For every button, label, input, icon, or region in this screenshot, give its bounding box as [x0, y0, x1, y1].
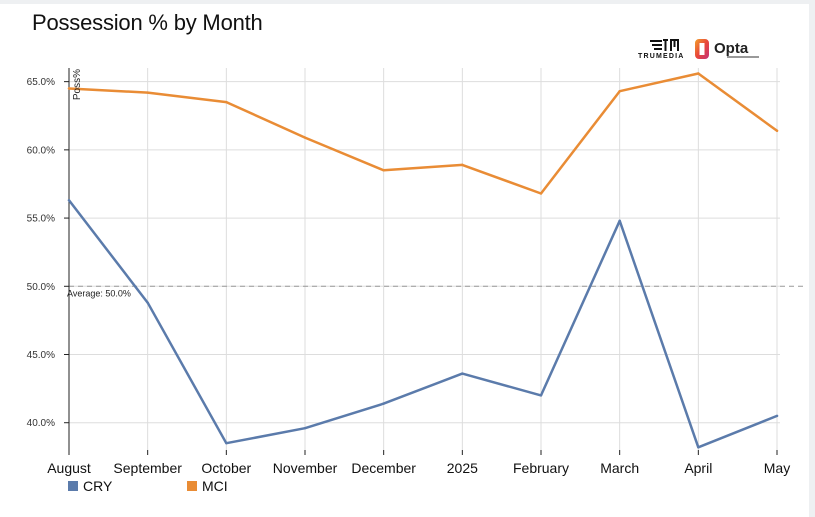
- data-point-mci: [303, 136, 307, 139]
- data-point-cry: [67, 199, 71, 202]
- data-point-mci: [225, 100, 228, 104]
- legend-label-mci: MCI: [202, 478, 228, 494]
- series-line-cry: [67, 199, 779, 449]
- data-point-mci: [461, 163, 464, 167]
- y-tick-label: 40.0%: [27, 418, 55, 429]
- data-point-mci: [382, 169, 385, 172]
- y-tick-label: 45.0%: [27, 350, 55, 361]
- data-point-mci: [697, 72, 700, 75]
- data-point-mci: [775, 129, 779, 132]
- data-point-cry: [775, 414, 779, 418]
- y-tick-label: 50.0%: [27, 282, 55, 293]
- x-tick-label: February: [513, 460, 569, 476]
- grid-layer: [68, 68, 805, 450]
- opta-logo-icon: [695, 39, 709, 59]
- legend-swatch-cry: [68, 481, 78, 491]
- label-layer: August September October November December 20…: [27, 69, 791, 476]
- data-point-cry: [225, 441, 228, 445]
- data-point-cry: [303, 426, 307, 430]
- data-point-cry: [618, 219, 621, 222]
- x-tick-label: December: [351, 460, 416, 476]
- x-tick-label: March: [600, 460, 639, 476]
- trumedia-logo-text: TRUMEDIA: [638, 53, 685, 60]
- x-tick-label: April: [684, 460, 712, 476]
- chart-title: Possession % by Month: [32, 10, 263, 35]
- data-point-cry: [461, 372, 464, 375]
- opta-logo-subline: [727, 56, 759, 58]
- data-point-mci: [67, 87, 71, 90]
- data-point-cry: [697, 446, 700, 449]
- legend-swatch-mci: [187, 481, 197, 491]
- opta-logo-text: Opta: [714, 40, 749, 57]
- data-point-cry: [539, 394, 543, 397]
- x-tick-label: October: [201, 460, 251, 476]
- x-tick-label: 2025: [447, 460, 478, 476]
- y-tick-label: 55.0%: [27, 214, 55, 225]
- data-point-cry: [382, 402, 385, 405]
- data-point-cry: [146, 301, 149, 304]
- y-axis-title: Poss%: [72, 69, 83, 100]
- x-tick-label: August: [47, 460, 91, 476]
- data-point-mci: [146, 91, 149, 94]
- x-tick-label: September: [113, 460, 182, 476]
- data-point-mci: [618, 89, 621, 93]
- data-point-mci: [539, 192, 543, 195]
- logos: TRUMEDIA Opta: [638, 36, 768, 66]
- average-label: Average: 50.0%: [67, 288, 131, 298]
- series-line-mci: [67, 72, 779, 195]
- x-tick-label: November: [273, 460, 338, 476]
- x-tick-label: May: [764, 460, 790, 476]
- legend-label-cry: CRY: [83, 478, 113, 494]
- y-tick-label: 60.0%: [27, 145, 55, 156]
- legend-item-cry[interactable]: CRY: [68, 478, 112, 494]
- legend-item-mci[interactable]: MCI: [187, 478, 228, 494]
- y-tick-label: 65.0%: [27, 77, 55, 88]
- axis-layer: [64, 68, 778, 455]
- series-layer: [67, 72, 779, 449]
- trumedia-logo-icon: [650, 39, 679, 51]
